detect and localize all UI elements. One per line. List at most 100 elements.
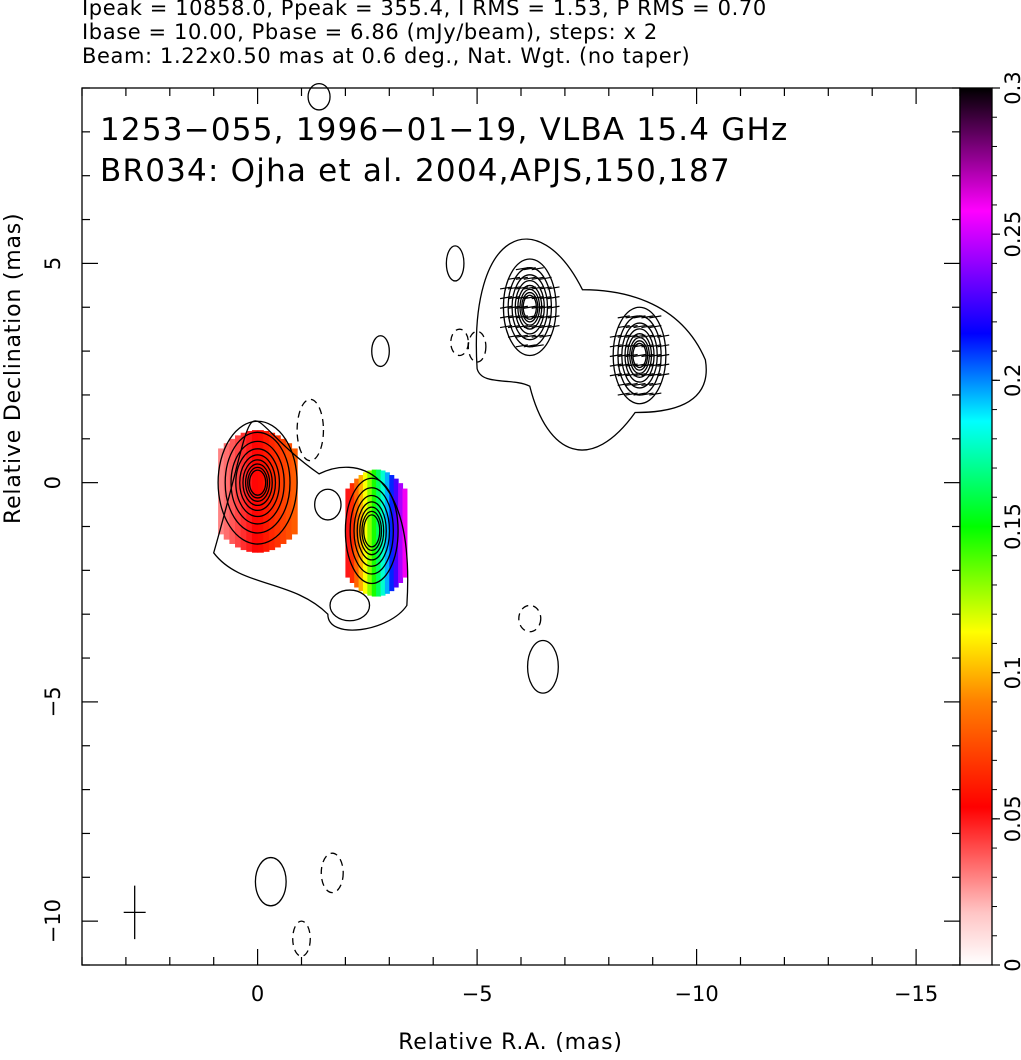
pol-vector-knot-a--2-1 bbox=[539, 296, 552, 300]
pol-vector-knot-b--1--3 bbox=[641, 382, 654, 387]
contour-isolated-1 bbox=[329, 589, 371, 622]
contour-isolated-3 bbox=[254, 856, 287, 907]
pol-vector-knot-b-3--2 bbox=[609, 373, 622, 377]
pol-strip-0-0 bbox=[218, 448, 225, 535]
plot-overlay-line-2: BR034: Ojha et al. 2004,APJS,150,187 bbox=[100, 153, 731, 189]
pol-vector-knot-a-0--1 bbox=[523, 315, 536, 319]
pol-vector-knot-a--2--3 bbox=[539, 334, 552, 338]
pol-vector-knot-b-1-4 bbox=[625, 315, 638, 319]
pol-vector-knot-b-0--2 bbox=[633, 373, 646, 377]
pol-vector-knot-a--1--1 bbox=[531, 315, 544, 319]
pol-vector-knot-a-2--2 bbox=[507, 324, 521, 329]
pol-vector-knot-b--1--2 bbox=[641, 373, 654, 377]
pol-vector-knot-b-2-2 bbox=[617, 334, 630, 338]
colorbar-tick-label-2: 0.1 bbox=[1001, 656, 1021, 689]
pol-vector-knot-b-0-4 bbox=[633, 315, 646, 319]
pol-vector-knot-a-0-1 bbox=[523, 296, 536, 300]
contour-isolated-top bbox=[307, 82, 331, 111]
pol-vector-knot-b-3--1 bbox=[609, 363, 622, 367]
pol-vector-knot-a--2--2 bbox=[539, 324, 552, 329]
pol-vector-knot-a-1--4 bbox=[515, 344, 528, 348]
pol-vector-knot-b-2-4 bbox=[617, 315, 630, 319]
y-axis-label: Relative Declination (mas) bbox=[1, 212, 26, 524]
pol-vector-knot-a-3-0 bbox=[499, 305, 513, 309]
pol-vector-knot-a--1-1 bbox=[531, 296, 544, 300]
pol-vector-knot-b-3-2 bbox=[609, 334, 622, 338]
pol-vector-knot-b-2-3 bbox=[617, 324, 630, 329]
pol-vector-knot-b--2-0 bbox=[649, 353, 662, 358]
pol-vector-knot-a-1-3 bbox=[515, 276, 528, 280]
pol-strip-1-0 bbox=[345, 488, 351, 578]
pol-strip-1-13 bbox=[402, 488, 408, 578]
pol-vector-knot-b-0--1 bbox=[633, 363, 646, 367]
pol-strip-1-6 bbox=[371, 469, 377, 597]
colorbar-tick-label-3: 0.15 bbox=[1001, 503, 1021, 550]
contour-knot-b-4 bbox=[626, 333, 653, 378]
pol-vector-knot-a--2--1 bbox=[539, 315, 552, 319]
pol-vector-knot-a-1-1 bbox=[515, 296, 528, 300]
pol-vector-knot-b-1--2 bbox=[625, 373, 638, 377]
pol-vector-knot-b--1--1 bbox=[641, 363, 654, 367]
pol-strip-1-7 bbox=[376, 469, 382, 597]
contour-inner-jet-4 bbox=[359, 506, 385, 556]
pol-vector-knot-a-0-3 bbox=[523, 276, 536, 280]
pol-strip-1-9 bbox=[384, 472, 390, 594]
pol-vector-knot-a--2-2 bbox=[539, 286, 552, 290]
contour-inner-jet-5 bbox=[361, 510, 383, 552]
pol-strip-1-3 bbox=[358, 475, 364, 592]
pol-vector-knot-b-0-1 bbox=[633, 344, 646, 348]
pol-vector-knot-a-1-0 bbox=[515, 305, 528, 309]
pol-vector-knot-a-0--2 bbox=[523, 324, 536, 329]
contour-envelope-jet bbox=[475, 238, 707, 451]
contour-core-5 bbox=[242, 459, 273, 507]
pol-vector-knot-a-2--3 bbox=[507, 334, 521, 338]
pol-vector-knot-b--2--4 bbox=[649, 392, 662, 396]
plot-overlay-line-1: 1253−055, 1996−01−19, VLBA 15.4 GHz bbox=[100, 112, 789, 148]
pol-vector-knot-a--2-0 bbox=[539, 305, 552, 309]
pol-vector-knot-b--3--1 bbox=[657, 363, 670, 367]
pol-vector-knot-b-1--4 bbox=[625, 392, 638, 396]
pol-vector-knot-b-1-3 bbox=[625, 324, 638, 329]
pol-vector-knot-a--3-1 bbox=[547, 296, 560, 300]
pol-vector-knot-b-2--3 bbox=[617, 382, 630, 387]
pol-vector-knot-a-2-2 bbox=[507, 286, 521, 290]
pol-strip-0-2 bbox=[229, 438, 236, 544]
pol-vector-knot-a-0-0 bbox=[523, 305, 536, 309]
contour-knot-a-4 bbox=[517, 284, 543, 330]
pol-vector-knot-b--1--4 bbox=[641, 392, 654, 396]
pol-vector-knot-a-1--3 bbox=[515, 334, 528, 338]
pol-strip-0-10 bbox=[274, 435, 281, 548]
pol-strip-0-7 bbox=[257, 430, 264, 553]
pol-vector-knot-a--1-4 bbox=[531, 267, 544, 271]
pol-vector-knot-b-1-1 bbox=[625, 344, 638, 348]
contour-isolated-2 bbox=[526, 639, 559, 694]
pol-vector-knot-b-2-1 bbox=[617, 344, 630, 348]
pol-vector-knot-b-0--3 bbox=[633, 382, 646, 387]
plot-frame bbox=[81, 87, 961, 966]
pol-vector-knot-a-3--2 bbox=[499, 324, 513, 329]
pol-vector-knot-a-3-2 bbox=[499, 286, 513, 290]
pol-vector-knot-a-0--3 bbox=[523, 334, 536, 338]
contour-core-2 bbox=[230, 440, 285, 525]
pol-strip-1-4 bbox=[362, 472, 368, 594]
contour-isolated-7 bbox=[450, 328, 469, 357]
pol-vector-knot-b--1-1 bbox=[641, 344, 654, 348]
pol-vector-knot-b--1-4 bbox=[641, 315, 654, 319]
contour-isolated-0 bbox=[314, 488, 342, 521]
pol-vector-knot-a--2-3 bbox=[539, 276, 552, 280]
pol-vector-knot-b--2-3 bbox=[649, 324, 662, 329]
y-tick-label-3: −10 bbox=[41, 899, 65, 943]
y-tick-label-1: 0 bbox=[41, 476, 65, 489]
pol-strip-1-1 bbox=[349, 483, 355, 584]
contour-isolated-6 bbox=[296, 398, 325, 462]
pol-vector-knot-b--2--1 bbox=[649, 363, 662, 367]
colorbar-tick-label-1: 0.05 bbox=[1001, 795, 1021, 842]
contour-isolated-8 bbox=[518, 604, 542, 633]
polarization-vectors bbox=[499, 267, 670, 396]
pol-vector-knot-b-2-0 bbox=[617, 353, 630, 358]
pol-vector-knot-a--3--1 bbox=[547, 315, 560, 319]
pol-vector-knot-a--1-3 bbox=[531, 276, 544, 280]
pol-vector-knot-a--1--3 bbox=[531, 334, 544, 338]
pol-vector-knot-b--2-4 bbox=[649, 315, 662, 319]
